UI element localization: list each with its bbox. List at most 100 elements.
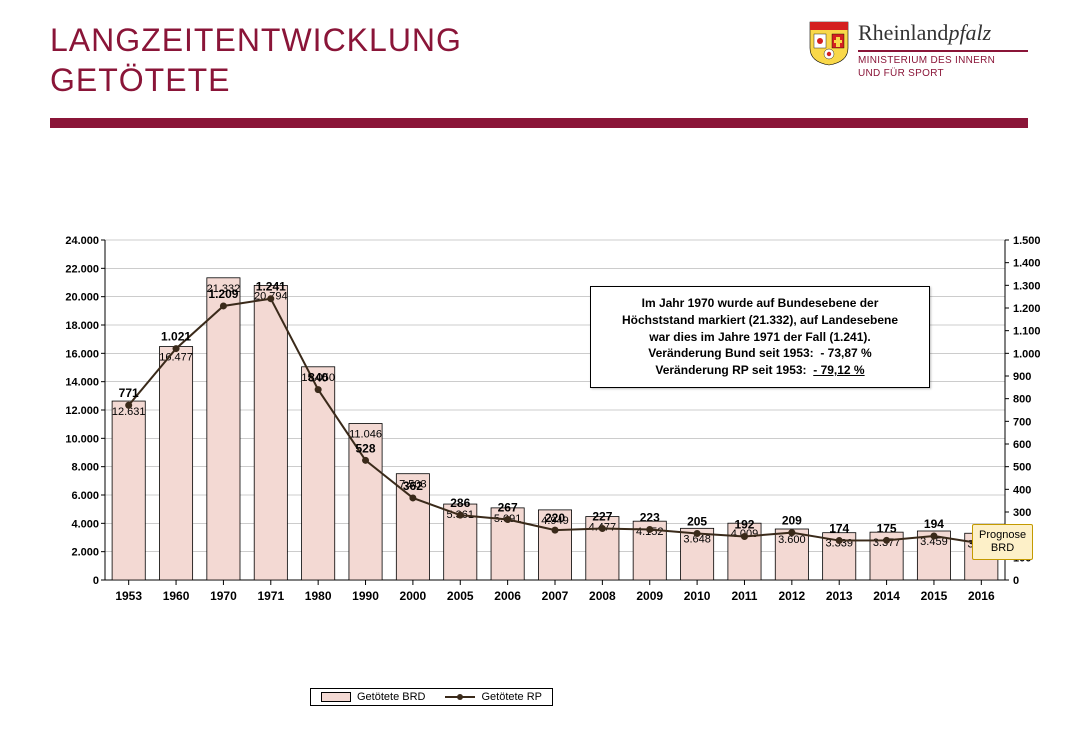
- svg-text:1953: 1953: [115, 589, 142, 603]
- legend-line-swatch: [445, 691, 475, 703]
- svg-text:0: 0: [1013, 575, 1019, 587]
- line-marker: [173, 345, 180, 352]
- svg-text:22.000: 22.000: [65, 263, 99, 275]
- svg-text:220: 220: [545, 511, 565, 525]
- svg-text:800: 800: [1013, 394, 1031, 406]
- line-marker: [409, 494, 416, 501]
- bar: [159, 347, 192, 580]
- svg-text:600: 600: [1013, 439, 1031, 451]
- crest-icon: [808, 20, 850, 66]
- svg-text:840: 840: [308, 371, 328, 385]
- chart-info-box: Im Jahr 1970 wurde auf Bundesebene der H…: [590, 286, 930, 388]
- svg-text:192: 192: [734, 517, 754, 531]
- line-marker: [836, 537, 843, 544]
- header: LANGZEITENTWICKLUNG GETÖTETE Rheinlandpf…: [0, 0, 1068, 100]
- line-marker: [694, 530, 701, 537]
- svg-text:2000: 2000: [400, 589, 427, 603]
- svg-text:1.300: 1.300: [1013, 280, 1041, 292]
- svg-text:1971: 1971: [257, 589, 284, 603]
- svg-text:2008: 2008: [589, 589, 616, 603]
- line-marker: [504, 516, 511, 523]
- svg-text:1980: 1980: [305, 589, 332, 603]
- svg-text:4.000: 4.000: [71, 518, 99, 530]
- svg-text:400: 400: [1013, 484, 1031, 496]
- svg-text:194: 194: [924, 517, 944, 531]
- svg-text:500: 500: [1013, 462, 1031, 474]
- line-marker: [315, 386, 322, 393]
- svg-text:2006: 2006: [494, 589, 521, 603]
- svg-text:16.000: 16.000: [65, 348, 99, 360]
- svg-text:0: 0: [93, 575, 99, 587]
- svg-text:10.000: 10.000: [65, 433, 99, 445]
- svg-text:18.000: 18.000: [65, 320, 99, 332]
- svg-text:2005: 2005: [447, 589, 474, 603]
- line-marker: [883, 537, 890, 544]
- line-marker: [646, 526, 653, 533]
- svg-text:24.000: 24.000: [65, 235, 99, 247]
- line-marker: [267, 295, 274, 302]
- line-marker: [599, 525, 606, 532]
- svg-text:20.000: 20.000: [65, 292, 99, 304]
- svg-text:6.000: 6.000: [71, 490, 99, 502]
- svg-text:1.100: 1.100: [1013, 326, 1041, 338]
- svg-text:8.000: 8.000: [71, 462, 99, 474]
- logo-block: Rheinlandpfalz MINISTERIUM DES INNERN UN…: [808, 20, 1028, 100]
- svg-text:209: 209: [782, 514, 802, 528]
- legend-bar-swatch: [321, 692, 351, 702]
- svg-text:528: 528: [356, 441, 376, 455]
- ministry-name: MINISTERIUM DES INNERN UND FÜR SPORT: [858, 54, 1028, 80]
- bar: [112, 401, 145, 580]
- chart-legend: Getötete BRD Getötete RP: [310, 688, 553, 706]
- svg-text:771: 771: [119, 386, 139, 400]
- line-marker: [930, 533, 937, 540]
- title-block: LANGZEITENTWICKLUNG GETÖTETE: [50, 20, 462, 100]
- svg-text:12.000: 12.000: [65, 405, 99, 417]
- svg-text:223: 223: [640, 510, 660, 524]
- svg-text:1.200: 1.200: [1013, 303, 1041, 315]
- svg-text:175: 175: [877, 521, 897, 535]
- page-title: LANGZEITENTWICKLUNG GETÖTETE: [50, 20, 462, 100]
- line-marker: [362, 457, 369, 464]
- svg-text:2014: 2014: [873, 589, 900, 603]
- legend-line: Getötete RP: [445, 691, 542, 703]
- svg-text:2010: 2010: [684, 589, 711, 603]
- svg-text:1.241: 1.241: [256, 280, 286, 294]
- ministry-divider: [858, 50, 1028, 52]
- svg-text:174: 174: [829, 522, 849, 536]
- svg-text:227: 227: [592, 510, 612, 524]
- svg-text:2.000: 2.000: [71, 547, 99, 559]
- svg-text:205: 205: [687, 515, 707, 529]
- svg-text:700: 700: [1013, 416, 1031, 428]
- svg-text:2012: 2012: [778, 589, 805, 603]
- accent-divider: [50, 118, 1028, 128]
- brand-name: Rheinlandpfalz: [858, 20, 1028, 46]
- svg-text:1.500: 1.500: [1013, 235, 1041, 247]
- svg-text:1.400: 1.400: [1013, 258, 1041, 270]
- svg-text:11.046: 11.046: [349, 429, 382, 441]
- line-marker: [788, 529, 795, 536]
- svg-text:286: 286: [450, 496, 470, 510]
- line-marker: [552, 527, 559, 534]
- svg-text:2007: 2007: [542, 589, 569, 603]
- bar: [302, 367, 335, 580]
- svg-text:2013: 2013: [826, 589, 853, 603]
- svg-text:362: 362: [403, 479, 423, 493]
- svg-text:1970: 1970: [210, 589, 237, 603]
- svg-text:267: 267: [498, 500, 518, 514]
- svg-text:900: 900: [1013, 371, 1031, 383]
- bar: [207, 278, 240, 580]
- line-marker: [457, 512, 464, 519]
- svg-text:1990: 1990: [352, 589, 379, 603]
- line-marker: [125, 402, 132, 409]
- svg-text:2011: 2011: [731, 589, 757, 603]
- svg-text:2009: 2009: [636, 589, 663, 603]
- bar: [254, 285, 287, 580]
- svg-text:1.000: 1.000: [1013, 348, 1041, 360]
- line-marker: [741, 533, 748, 540]
- prognose-label: PrognoseBRD: [972, 524, 1033, 560]
- svg-text:1.021: 1.021: [161, 330, 191, 344]
- svg-text:300: 300: [1013, 507, 1031, 519]
- legend-bars: Getötete BRD: [321, 691, 425, 703]
- svg-text:2015: 2015: [921, 589, 948, 603]
- svg-text:1.209: 1.209: [208, 287, 238, 301]
